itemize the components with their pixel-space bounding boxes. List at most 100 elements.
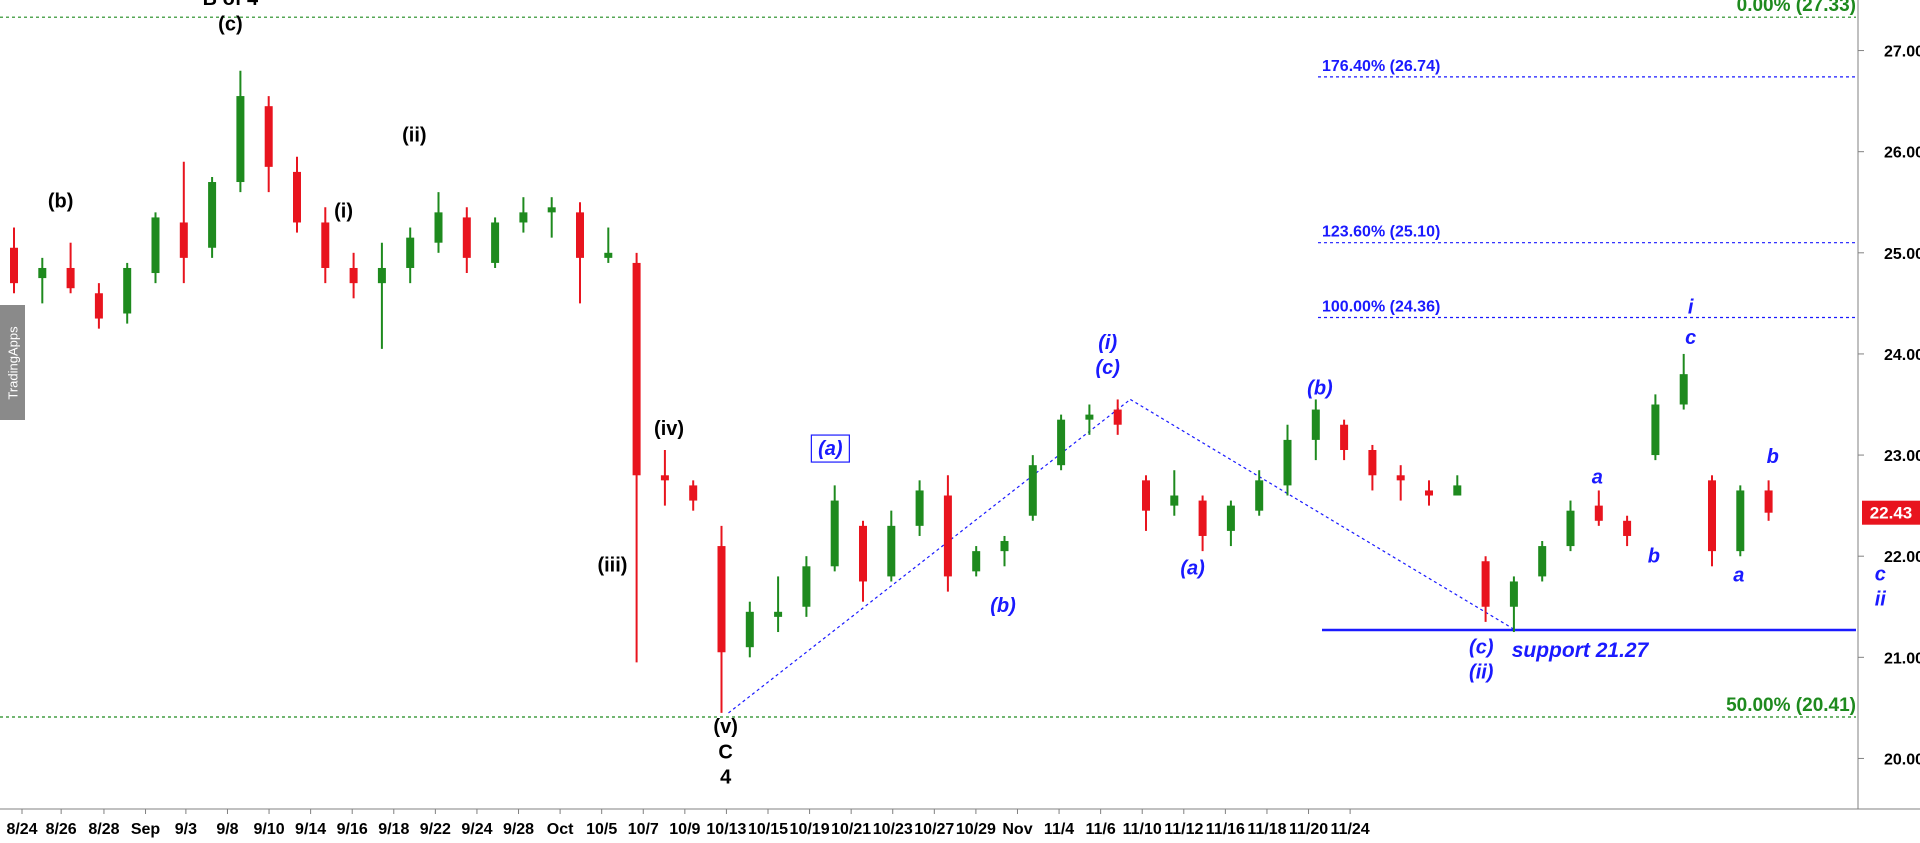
- ohlc-body: [321, 222, 330, 268]
- x-tick-label: Sep: [131, 821, 161, 838]
- ohlc-bar: [491, 217, 500, 268]
- ohlc-bar: [321, 207, 330, 284]
- x-tick-label: 11/6: [1086, 821, 1116, 838]
- ohlc-bar: [94, 283, 103, 329]
- ohlc-bar: [1198, 495, 1207, 552]
- y-tick-label: 24.00: [1884, 347, 1920, 364]
- ohlc-bar: [1538, 541, 1547, 582]
- ohlc-bar: [66, 242, 75, 294]
- y-tick-label: 20.00: [1884, 751, 1920, 768]
- ohlc-body: [1764, 490, 1773, 513]
- ohlc-bar: [1509, 576, 1518, 633]
- x-tick-label: 9/8: [216, 821, 238, 838]
- ohlc-bar: [943, 475, 952, 592]
- ohlc-body: [887, 525, 896, 577]
- wave-label-blue: (a): [1180, 557, 1205, 579]
- x-tick-label: 11/16: [1206, 821, 1245, 838]
- wave-label-black: (v): [713, 716, 737, 738]
- last-price-label: 22.43: [1870, 504, 1913, 523]
- ohlc-body: [1538, 546, 1547, 577]
- ohlc-body: [1396, 475, 1405, 481]
- ohlc-bar: [1566, 500, 1575, 552]
- ohlc-body: [1340, 424, 1349, 451]
- ohlc-body: [1226, 505, 1235, 531]
- ohlc-bar: [293, 156, 301, 233]
- ohlc-bar: [1311, 399, 1320, 461]
- wave-label-black: (iii): [597, 554, 627, 576]
- ohlc-body: [1368, 450, 1377, 476]
- x-tick-label: 9/28: [503, 821, 534, 838]
- ohlc-body: [94, 293, 103, 319]
- ohlc-body: [1651, 404, 1660, 456]
- ohlc-body: [491, 222, 500, 263]
- ohlc-body: [264, 106, 273, 167]
- wave-label-blue: ii: [1875, 589, 1887, 611]
- y-tick-label: 22.00: [1884, 549, 1920, 566]
- ohlc-body: [123, 267, 132, 314]
- x-tick-label: 9/18: [378, 821, 409, 838]
- ohlc-body: [66, 267, 75, 289]
- ohlc-bar: [915, 480, 924, 536]
- ohlc-bar: [1594, 490, 1603, 526]
- x-tick-label: 10/23: [873, 821, 913, 838]
- wave-label-blue: c: [1685, 327, 1696, 349]
- ohlc-body: [1708, 480, 1716, 552]
- ohlc-body: [1425, 490, 1433, 496]
- ohlc-body: [802, 566, 811, 607]
- ohlc-bar: [830, 485, 839, 572]
- ohlc-bar: [547, 197, 556, 238]
- ohlc-bar: [717, 525, 726, 713]
- fib-level-label: 176.40% (26.74): [1322, 58, 1440, 75]
- ohlc-bar: [151, 212, 160, 284]
- ohlc-body: [576, 212, 584, 258]
- wave-label-blue: (b): [1307, 377, 1333, 399]
- ohlc-bar: [208, 176, 217, 258]
- ohlc-body: [1453, 485, 1462, 496]
- ohlc-body: [1255, 480, 1264, 511]
- ohlc-body: [1057, 419, 1066, 466]
- ohlc-bar: [1000, 535, 1009, 567]
- ohlc-bar: [660, 450, 669, 506]
- x-tick-label: 8/28: [88, 821, 119, 838]
- x-tick-label: 10/13: [706, 821, 746, 838]
- ohlc-bar: [745, 601, 754, 658]
- x-tick-label: Oct: [547, 821, 574, 838]
- wave-label-black: (ii): [402, 125, 426, 147]
- x-tick-label: 8/26: [46, 821, 77, 838]
- ohlc-bar: [1028, 455, 1037, 521]
- x-tick-label: 10/9: [669, 821, 700, 838]
- ohlc-bar: [1142, 475, 1150, 531]
- ohlc-bar: [1057, 414, 1066, 471]
- ohlc-body: [293, 171, 301, 223]
- ohlc-bar: [1396, 465, 1405, 501]
- support-label: support 21.27: [1512, 639, 1650, 662]
- ohlc-body: [1311, 409, 1320, 440]
- x-tick-label: 11/24: [1331, 821, 1370, 838]
- ohlc-body: [1566, 510, 1575, 547]
- x-tick-label: 11/18: [1247, 821, 1286, 838]
- ohlc-body: [660, 475, 669, 481]
- ohlc-body: [1085, 414, 1094, 420]
- ohlc-body: [1509, 581, 1518, 607]
- fib-level-label: 100.00% (24.36): [1322, 299, 1440, 316]
- wave-label-blue: i: [1688, 296, 1694, 318]
- ohlc-bar: [1425, 480, 1433, 506]
- ohlc-body: [547, 207, 556, 213]
- ohlc-body: [38, 267, 47, 279]
- ohlc-body: [859, 525, 867, 582]
- x-tick-label: 9/16: [337, 821, 368, 838]
- wave-label-blue: (c): [1095, 357, 1120, 379]
- wave-label-black: B of 4: [203, 0, 259, 10]
- ohlc-body: [689, 485, 698, 501]
- ohlc-body: [349, 267, 358, 284]
- ohlc-bar: [349, 252, 358, 299]
- ohlc-bar: [519, 197, 528, 233]
- ohlc-body: [745, 611, 754, 648]
- x-tick-label: 11/12: [1164, 821, 1203, 838]
- wave-label-black: C: [718, 741, 732, 763]
- ohlc-body: [377, 267, 386, 284]
- ohlc-body: [10, 247, 18, 284]
- ohlc-bar: [434, 192, 443, 253]
- ohlc-body: [208, 182, 217, 248]
- ohlc-bar: [377, 242, 386, 349]
